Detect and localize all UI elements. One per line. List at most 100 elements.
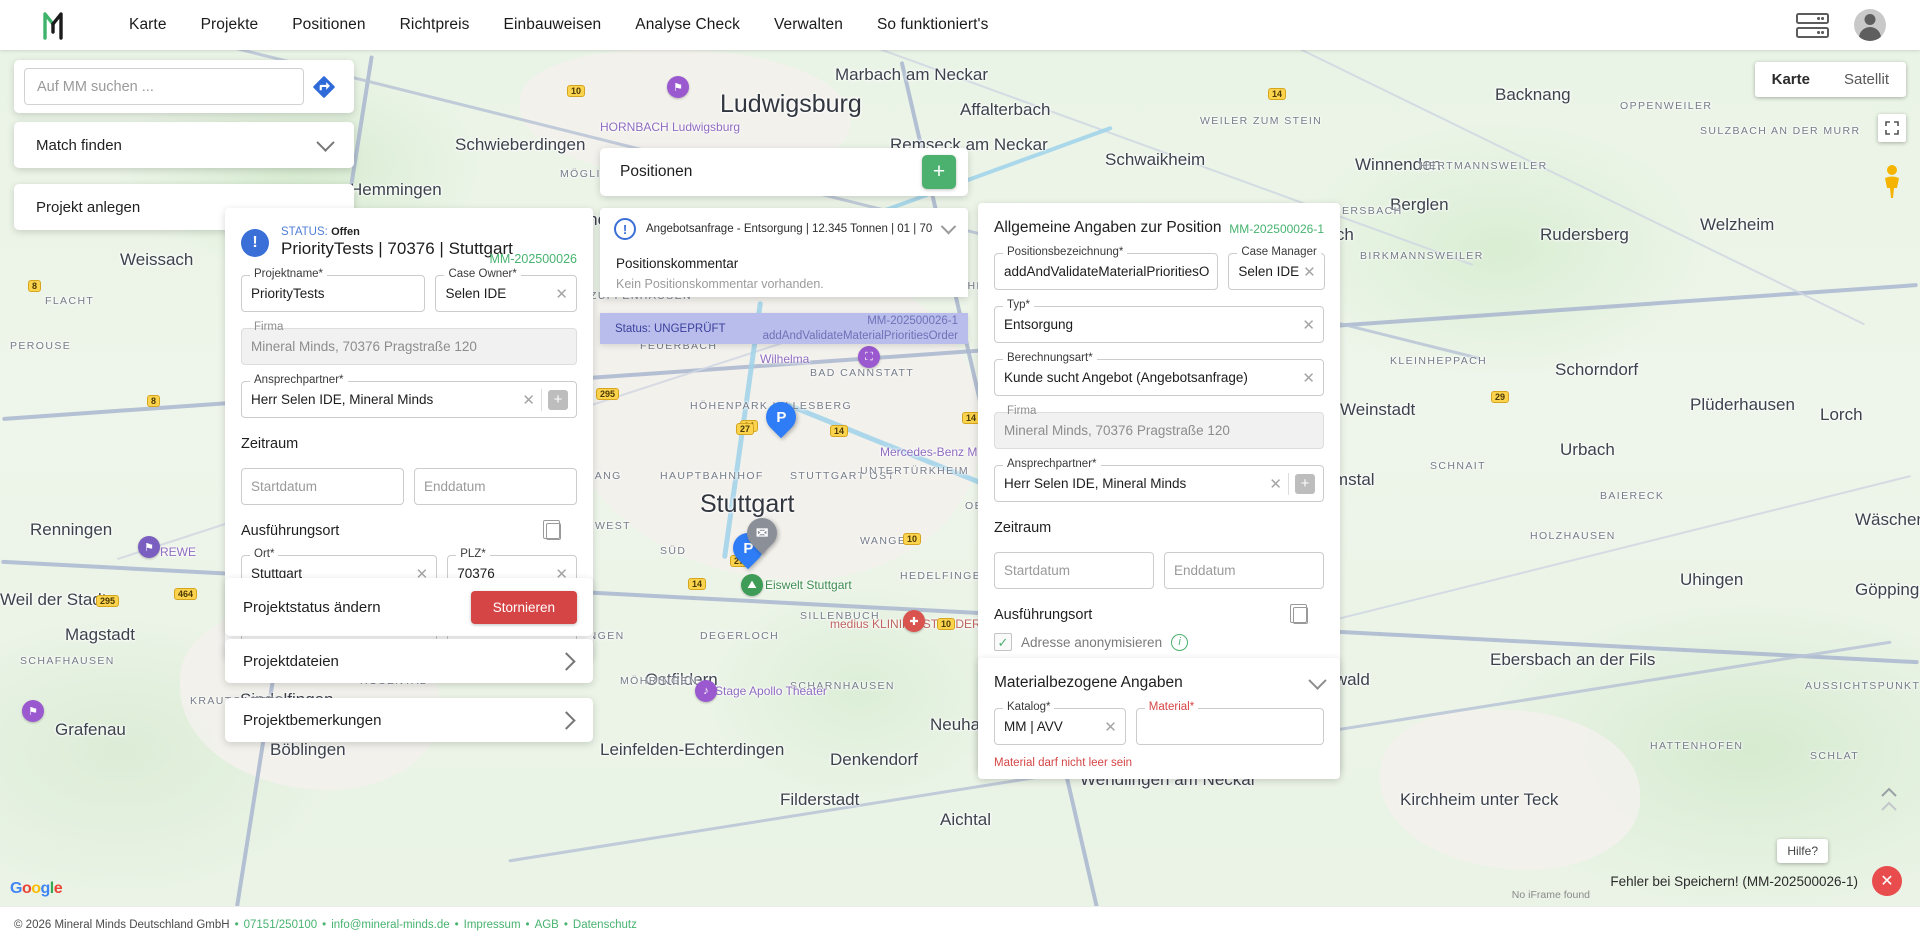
map-poi-marker[interactable]: ⛶ (858, 346, 880, 368)
add-contact-button[interactable]: + (548, 389, 568, 410)
position-detail-title: Allgemeine Angaben zur Position (994, 219, 1222, 236)
cancel-project-button[interactable]: Stornieren (470, 590, 577, 624)
nav-item-richtpreis[interactable]: Richtpreis (399, 16, 470, 33)
map-district-label: PEROUSE (10, 340, 72, 352)
map-poi-marker[interactable]: ⚑ (667, 76, 689, 98)
clear-icon[interactable]: ✕ (1302, 369, 1315, 387)
nav-item-projekte[interactable]: Projekte (200, 16, 259, 33)
directions-arrow-icon[interactable] (304, 67, 344, 107)
field-positionsbezeichnung[interactable]: Positionsbezeichnung* addAndValidateMate… (994, 246, 1219, 290)
field-case-owner[interactable]: Case Owner* Selen IDE ✕ (435, 268, 577, 312)
map-pin-cluster[interactable]: ✉ (740, 511, 784, 555)
map-place-label: Göppingen (1855, 580, 1920, 599)
info-icon[interactable]: i (1171, 633, 1189, 651)
copy-icon[interactable] (1290, 604, 1308, 624)
field-material[interactable]: Material* (1135, 701, 1324, 745)
chevron-down-icon[interactable] (1308, 670, 1327, 690)
checkbox-icon[interactable]: ✓ (994, 633, 1012, 651)
add-contact-button[interactable]: + (1295, 473, 1315, 494)
chevron-right-icon[interactable] (557, 710, 576, 730)
map-type-switcher[interactable]: Karte Satellit (1754, 62, 1906, 97)
map-poi-label: Eiswelt Stuttgart (765, 578, 852, 592)
position-detail-id: MM-202500026-1 (1229, 222, 1324, 236)
project-status-change-card: Projektstatus ändern Stornieren (225, 578, 593, 636)
nav-item-karte[interactable]: Karte (129, 16, 167, 33)
field-ansprechpartner[interactable]: Ansprechpartner* Herr Selen IDE, Mineral… (241, 374, 577, 418)
nav-item-analyse-check[interactable]: Analyse Check (635, 16, 740, 33)
add-position-button[interactable]: + (922, 155, 956, 189)
footer-datenschutz[interactable]: Datenschutz (572, 919, 637, 931)
field-projektname-value: PriorityTests (251, 286, 325, 301)
field-startdatum-position[interactable]: Startdatum (994, 552, 1154, 589)
map-type-karte[interactable]: Karte (1771, 71, 1810, 88)
field-ansprechpartner-label: Ansprechpartner* (250, 374, 348, 386)
fullscreen-icon[interactable] (1878, 114, 1906, 142)
field-berechnungsart-value: Kunde sucht Angebot (Angebotsanfrage) (1004, 370, 1248, 385)
alert-exclamation-icon: ! (614, 218, 636, 240)
map-pin-position[interactable]: P (759, 395, 803, 439)
field-enddatum-position[interactable]: Enddatum (1164, 552, 1324, 589)
nav-item-so-funktioniert-s[interactable]: So funktioniert's (876, 16, 989, 33)
project-id: MM-202500026 (489, 252, 577, 266)
footer-phone[interactable]: 07151/250100 (243, 919, 318, 931)
map-poi-label: REWE (160, 545, 196, 559)
chevron-right-icon[interactable] (557, 651, 576, 671)
chevron-down-icon[interactable] (316, 132, 335, 152)
chevron-down-icon[interactable] (940, 218, 957, 234)
map-district-label: BAIERECK (1600, 490, 1665, 502)
clear-icon[interactable]: ✕ (1303, 263, 1316, 281)
map-poi-marker[interactable]: ⚑ (22, 700, 44, 722)
map-poi-marker[interactable]: ⛰ (741, 574, 763, 596)
user-avatar-icon[interactable] (1854, 9, 1886, 41)
map-place-label: Hemmingen (350, 180, 442, 199)
anonymize-address-checkbox-row[interactable]: ✓ Adresse anonymisieren i (994, 633, 1324, 651)
clear-icon[interactable]: ✕ (1269, 475, 1282, 493)
nav-item-verwalten[interactable]: Verwalten (773, 16, 843, 33)
map-district-label: SÜD (660, 545, 687, 557)
map-poi-marker[interactable]: ⚑ (138, 536, 160, 558)
material-header[interactable]: Materialbezogene Angaben (994, 670, 1327, 692)
field-case-manager[interactable]: Case Manager Selen IDE ✕ (1228, 246, 1325, 290)
help-button[interactable]: Hilfe? (1777, 839, 1828, 863)
map-poi-label: Stage Apollo Theater (715, 684, 827, 698)
map-district-label: SCHAFHAUSEN (20, 655, 115, 667)
footer-impressum[interactable]: Impressum (463, 919, 521, 931)
field-ansprechpartner-position[interactable]: Ansprechpartner* Herr Selen IDE, Mineral… (994, 458, 1324, 502)
mineral-minds-logo-icon[interactable] (40, 8, 74, 42)
scroll-up-icon[interactable] (1878, 784, 1900, 823)
map-district-label: SCHARNHAUSEN (790, 680, 895, 692)
field-berechnungsart[interactable]: Berechnungsart* Kunde sucht Angebot (Ang… (994, 352, 1324, 396)
map-poi-marker[interactable]: ♪ (695, 680, 717, 702)
clear-icon[interactable]: ✕ (522, 391, 535, 409)
map-district-label: AUSSICHTSPUNKT (1805, 680, 1920, 692)
map-type-satellit[interactable]: Satellit (1843, 71, 1889, 88)
map-district-label: OPPENWEILER (1620, 100, 1713, 112)
accordion-match-finden[interactable]: Match finden (14, 122, 354, 168)
clear-icon[interactable]: ✕ (1104, 718, 1117, 736)
field-typ[interactable]: Typ* Entsorgung ✕ (994, 299, 1324, 343)
map-place-label: Böblingen (270, 740, 346, 759)
map-poi-marker[interactable]: ✚ (903, 610, 925, 632)
position-row[interactable]: ! Angebotsanfrage - Entsorgung | 12.345 … (614, 218, 957, 240)
field-katalog[interactable]: Katalog* MM | AVV ✕ (994, 701, 1126, 745)
field-projektname[interactable]: Projektname* PriorityTests (241, 268, 426, 312)
accordion-projektbemerkungen[interactable]: Projektbemerkungen (225, 698, 593, 742)
accordion-projektdateien[interactable]: Projektdateien (225, 639, 593, 683)
copy-icon[interactable] (543, 520, 561, 540)
search-input[interactable] (24, 68, 304, 105)
server-icon[interactable] (1796, 11, 1830, 39)
project-status-label: STATUS: (281, 226, 328, 238)
field-startdatum[interactable]: Startdatum (241, 468, 404, 505)
field-enddatum[interactable]: Enddatum (414, 468, 577, 505)
clear-icon[interactable]: ✕ (555, 285, 568, 303)
map-highway-shield: 10 (903, 533, 922, 545)
nav-item-einbauweisen[interactable]: Einbauweisen (503, 16, 602, 33)
nav-item-positionen[interactable]: Positionen (292, 16, 366, 33)
map-district-label: SCHNAIT (1430, 460, 1486, 472)
clear-icon[interactable]: ✕ (1302, 316, 1315, 334)
project-status-value: Offen (331, 226, 360, 238)
close-icon[interactable]: ✕ (1872, 866, 1902, 896)
footer-agb[interactable]: AGB (534, 919, 559, 931)
footer-email[interactable]: info@mineral-minds.de (331, 919, 450, 931)
street-view-icon[interactable] (1878, 162, 1906, 200)
